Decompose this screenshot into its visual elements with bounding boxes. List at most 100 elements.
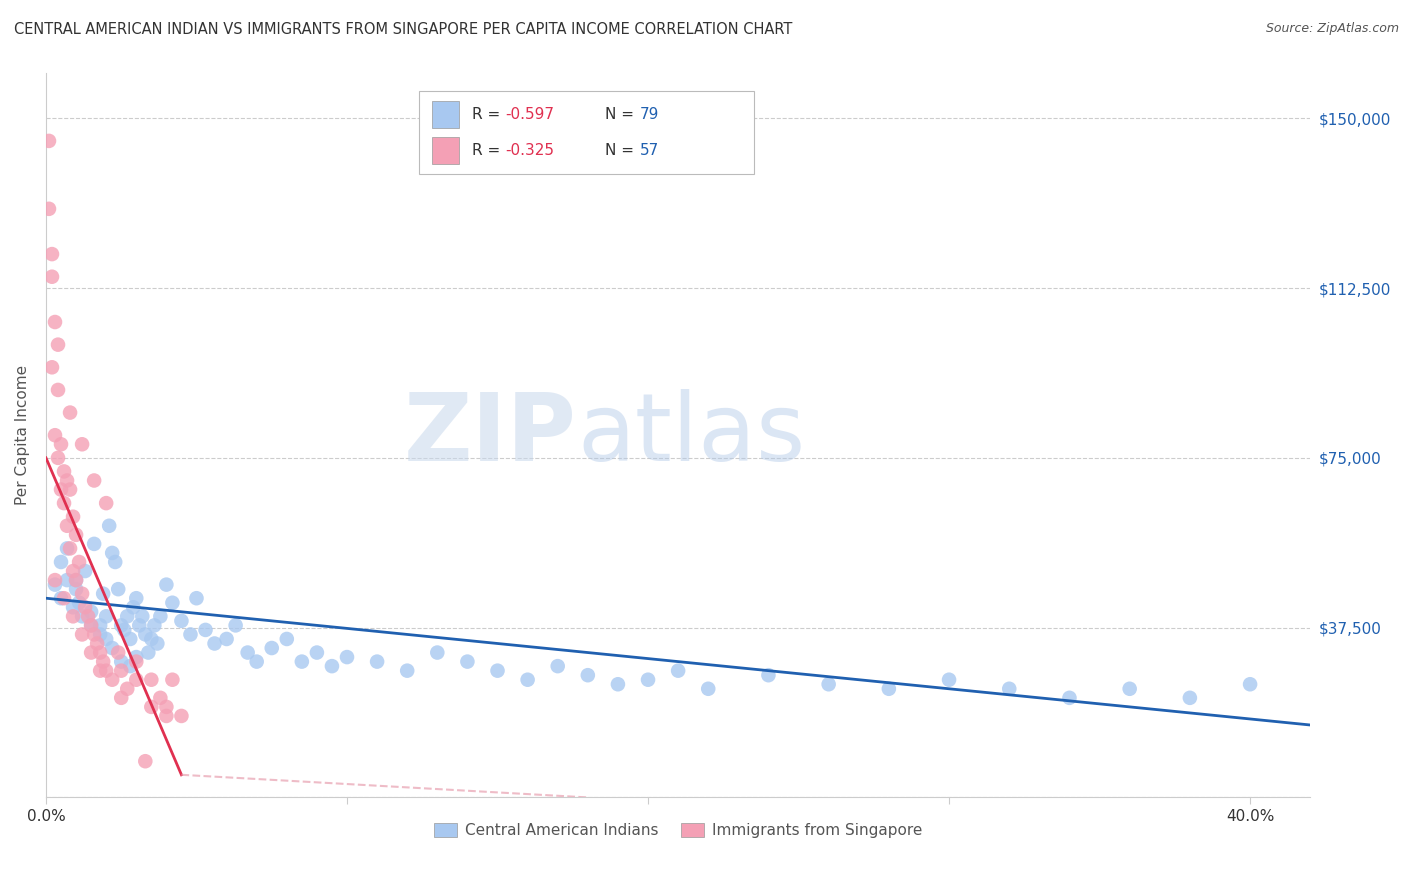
Point — [998, 681, 1021, 696]
Point — [46, 337, 69, 351]
Y-axis label: Per Capita Income: Per Capita Income — [15, 365, 30, 505]
Point — [246, 655, 269, 669]
Point — [117, 681, 139, 696]
Point — [46, 450, 69, 465]
Point — [1118, 681, 1140, 696]
Point — [576, 668, 599, 682]
Point — [59, 541, 82, 556]
Point — [141, 673, 163, 687]
Text: atlas: atlas — [576, 389, 806, 481]
Point — [336, 650, 359, 665]
Point — [83, 627, 105, 641]
Point — [194, 623, 217, 637]
Point — [75, 564, 97, 578]
Point — [101, 546, 124, 560]
Point — [486, 664, 509, 678]
Point — [98, 518, 121, 533]
Point — [41, 360, 63, 375]
Point — [877, 681, 900, 696]
Point — [131, 609, 153, 624]
Point — [170, 614, 193, 628]
Point — [107, 646, 129, 660]
Point — [260, 640, 283, 655]
Point — [101, 640, 124, 655]
Point — [38, 134, 60, 148]
Point — [65, 582, 87, 596]
Point — [53, 496, 76, 510]
Point — [62, 609, 84, 624]
Point — [44, 315, 66, 329]
Point — [80, 646, 103, 660]
Point — [1239, 677, 1261, 691]
Bar — [432, 101, 460, 128]
Point — [149, 609, 172, 624]
Point — [86, 636, 108, 650]
Point — [62, 509, 84, 524]
Point — [80, 618, 103, 632]
Point — [110, 655, 132, 669]
Point — [83, 474, 105, 488]
Point — [122, 600, 145, 615]
Legend: Central American Indians, Immigrants from Singapore: Central American Indians, Immigrants fro… — [427, 817, 928, 844]
Point — [62, 564, 84, 578]
Point — [516, 673, 538, 687]
Point — [49, 483, 72, 497]
Point — [49, 437, 72, 451]
Point — [134, 627, 156, 641]
Text: CENTRAL AMERICAN INDIAN VS IMMIGRANTS FROM SINGAPORE PER CAPITA INCOME CORRELATI: CENTRAL AMERICAN INDIAN VS IMMIGRANTS FR… — [14, 22, 793, 37]
Point — [637, 673, 659, 687]
Point — [305, 646, 328, 660]
Point — [204, 636, 226, 650]
Point — [70, 437, 93, 451]
Point — [65, 528, 87, 542]
Point — [80, 618, 103, 632]
Point — [366, 655, 388, 669]
Point — [547, 659, 569, 673]
Point — [136, 646, 159, 660]
Point — [321, 659, 343, 673]
Point — [1059, 690, 1081, 705]
Point — [125, 650, 148, 665]
Point — [179, 627, 201, 641]
Point — [104, 555, 127, 569]
Point — [146, 636, 169, 650]
Text: Source: ZipAtlas.com: Source: ZipAtlas.com — [1265, 22, 1399, 36]
Point — [141, 699, 163, 714]
Point — [65, 573, 87, 587]
Point — [141, 632, 163, 646]
Point — [125, 591, 148, 606]
Text: -0.597: -0.597 — [505, 107, 554, 122]
Text: 57: 57 — [640, 143, 659, 158]
Point — [125, 655, 148, 669]
Point — [120, 659, 142, 673]
Point — [75, 600, 97, 615]
Point — [44, 577, 66, 591]
Point — [56, 573, 79, 587]
Point — [83, 537, 105, 551]
Text: R =: R = — [472, 143, 505, 158]
Point — [606, 677, 628, 691]
Point — [155, 577, 177, 591]
Point — [89, 627, 111, 641]
Point — [96, 632, 118, 646]
Point — [70, 609, 93, 624]
Point — [426, 646, 449, 660]
Point — [225, 618, 247, 632]
Point — [89, 618, 111, 632]
Point — [666, 664, 689, 678]
Point — [77, 609, 100, 624]
Point — [80, 605, 103, 619]
Point — [107, 582, 129, 596]
Point — [96, 664, 118, 678]
Text: 79: 79 — [640, 107, 659, 122]
Point — [53, 591, 76, 606]
Text: N =: N = — [605, 107, 638, 122]
Point — [53, 465, 76, 479]
Point — [62, 600, 84, 615]
Point — [44, 573, 66, 587]
Point — [817, 677, 839, 691]
Point — [65, 573, 87, 587]
Point — [456, 655, 478, 669]
Point — [59, 406, 82, 420]
Point — [155, 709, 177, 723]
